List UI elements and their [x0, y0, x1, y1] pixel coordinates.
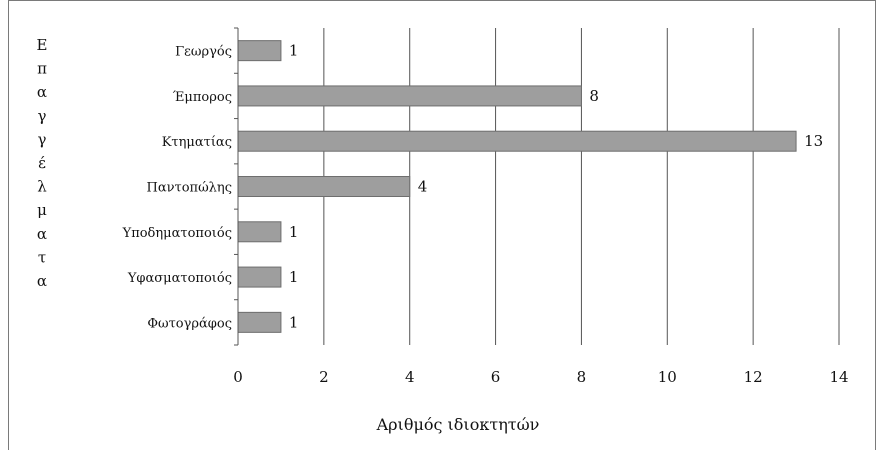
x-tick-label: 0: [233, 368, 243, 386]
data-label: 8: [589, 87, 599, 105]
chart-frame: [8, 0, 876, 450]
y-axis-title-letter: τ: [38, 248, 46, 266]
x-tick-label: 2: [319, 368, 329, 386]
y-axis-title-letter: λ: [37, 178, 47, 196]
y-axis-title-letter: α: [37, 225, 47, 243]
bar: [237, 85, 582, 107]
bar: [237, 221, 282, 243]
y-axis-title-letter: έ: [38, 154, 46, 172]
bar: [237, 266, 282, 288]
category-label: Παντοπώλης: [147, 181, 233, 196]
y-axis: [234, 27, 239, 346]
y-axis-title-letter: π: [37, 60, 47, 78]
y-axis-title-letter: Ε: [37, 36, 48, 54]
data-label: 1: [289, 223, 299, 241]
y-axis-title-letter: μ: [37, 201, 47, 219]
data-label: 1: [289, 313, 299, 331]
x-axis-title: Αριθμός ιδιοκτητών: [376, 415, 540, 434]
x-tick-label: 6: [491, 368, 501, 386]
category-label: Φωτογράφος: [147, 316, 232, 331]
category-label: Υφασματοποιός: [127, 271, 232, 286]
bar: [237, 40, 282, 62]
data-label: 4: [418, 178, 428, 196]
x-tick-label: 12: [744, 368, 763, 386]
x-tick-label: 8: [577, 368, 587, 386]
bar: [237, 130, 797, 152]
y-axis-title-letter: α: [37, 83, 47, 101]
bar: [237, 176, 411, 197]
category-label: Υποδηματοποιός: [122, 226, 232, 241]
y-axis-title-letter: α: [37, 272, 47, 290]
bars: [237, 40, 797, 333]
category-label: Γεωργός: [175, 45, 232, 60]
category-label: Κτηματίας: [162, 135, 232, 150]
y-axis-title-letter: γ: [38, 130, 47, 148]
x-tick-label: 14: [829, 368, 848, 386]
data-label: 1: [289, 42, 299, 60]
x-tick-label: 10: [658, 368, 677, 386]
data-label: 13: [804, 132, 823, 150]
bar: [237, 311, 282, 333]
x-tick-label: 4: [405, 368, 415, 386]
y-axis-title-letter: γ: [38, 107, 47, 125]
category-label: Έμπορος: [173, 90, 232, 105]
data-label: 1: [289, 268, 299, 286]
